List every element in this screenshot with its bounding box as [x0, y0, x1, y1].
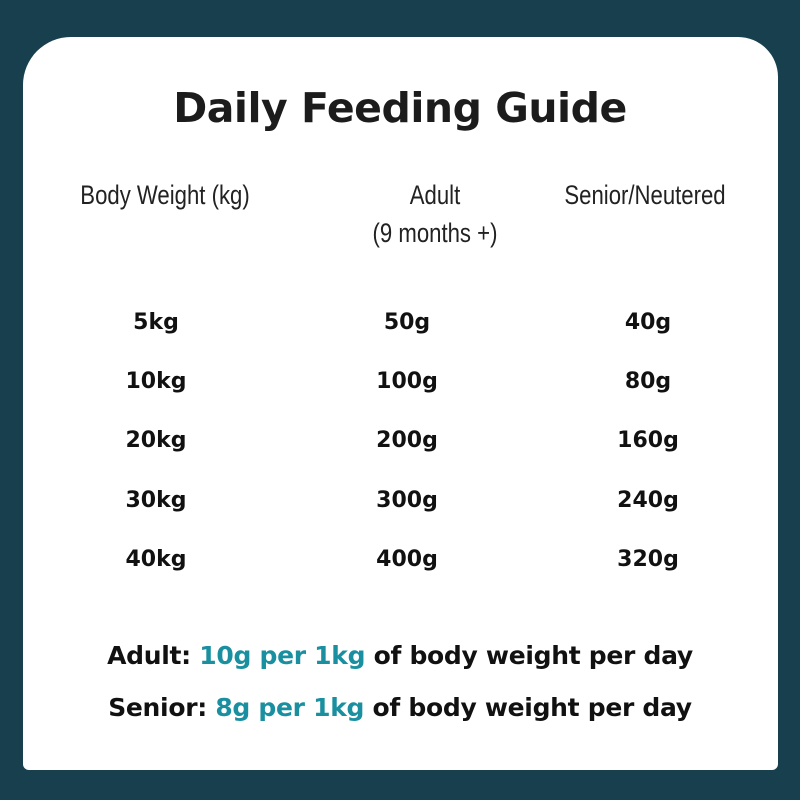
- cell-weight: 40kg: [125, 547, 187, 572]
- adult-note: Adult: 10g per 1kg of body weight per da…: [0, 641, 800, 670]
- table-row: 30kg 300g 240g: [0, 488, 800, 528]
- cell-senior: 240g: [617, 488, 679, 513]
- cell-weight: 10kg: [125, 369, 187, 394]
- senior-note: Senior: 8g per 1kg of body weight per da…: [0, 693, 800, 722]
- header-adult-label: Adult: [409, 180, 461, 210]
- table-row: 20kg 200g 160g: [0, 428, 800, 468]
- header-body-weight: Body Weight (kg): [80, 180, 250, 210]
- cell-senior: 80g: [624, 369, 672, 394]
- note-rest: of body weight per day: [372, 693, 693, 722]
- cell-weight: 20kg: [125, 428, 187, 453]
- cell-adult: 100g: [376, 369, 438, 394]
- cell-senior: 160g: [617, 428, 679, 453]
- table-row: 40kg 400g 320g: [0, 547, 800, 587]
- cell-adult: 400g: [376, 547, 438, 572]
- note-label: Senior:: [108, 693, 207, 722]
- cell-adult: 300g: [376, 488, 438, 513]
- cell-senior: 40g: [624, 310, 672, 335]
- table-row: 10kg 100g 80g: [0, 369, 800, 409]
- cell-adult: 200g: [376, 428, 438, 453]
- cell-senior: 320g: [617, 547, 679, 572]
- feeding-guide-card: [23, 37, 778, 770]
- note-highlight: 10g per 1kg: [199, 641, 366, 670]
- cell-weight: 5kg: [133, 310, 179, 335]
- header-senior: Senior/Neutered: [564, 180, 726, 210]
- note-label: Adult:: [107, 641, 191, 670]
- header-adult: Adult (9 months +): [324, 176, 545, 252]
- header-adult-sub: (9 months +): [372, 218, 498, 248]
- note-rest: of body weight per day: [373, 641, 694, 670]
- cell-adult: 50g: [383, 310, 431, 335]
- cell-weight: 30kg: [125, 488, 187, 513]
- note-highlight: 8g per 1kg: [215, 693, 365, 722]
- table-row: 5kg 50g 40g: [0, 310, 800, 350]
- page-title: Daily Feeding Guide: [173, 84, 627, 132]
